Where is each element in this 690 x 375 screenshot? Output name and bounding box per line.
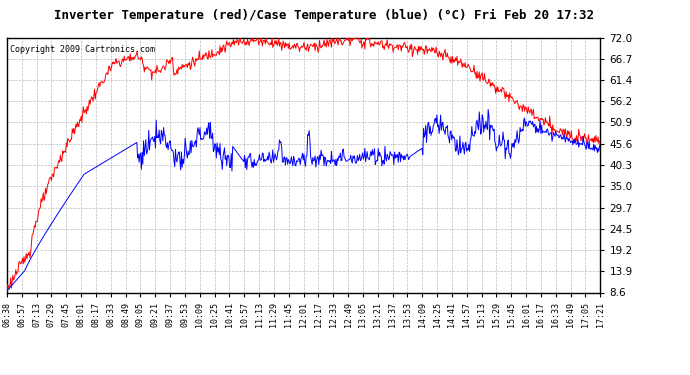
Text: Copyright 2009 Cartronics.com: Copyright 2009 Cartronics.com [10, 45, 155, 54]
Text: Inverter Temperature (red)/Case Temperature (blue) (°C) Fri Feb 20 17:32: Inverter Temperature (red)/Case Temperat… [55, 9, 594, 22]
